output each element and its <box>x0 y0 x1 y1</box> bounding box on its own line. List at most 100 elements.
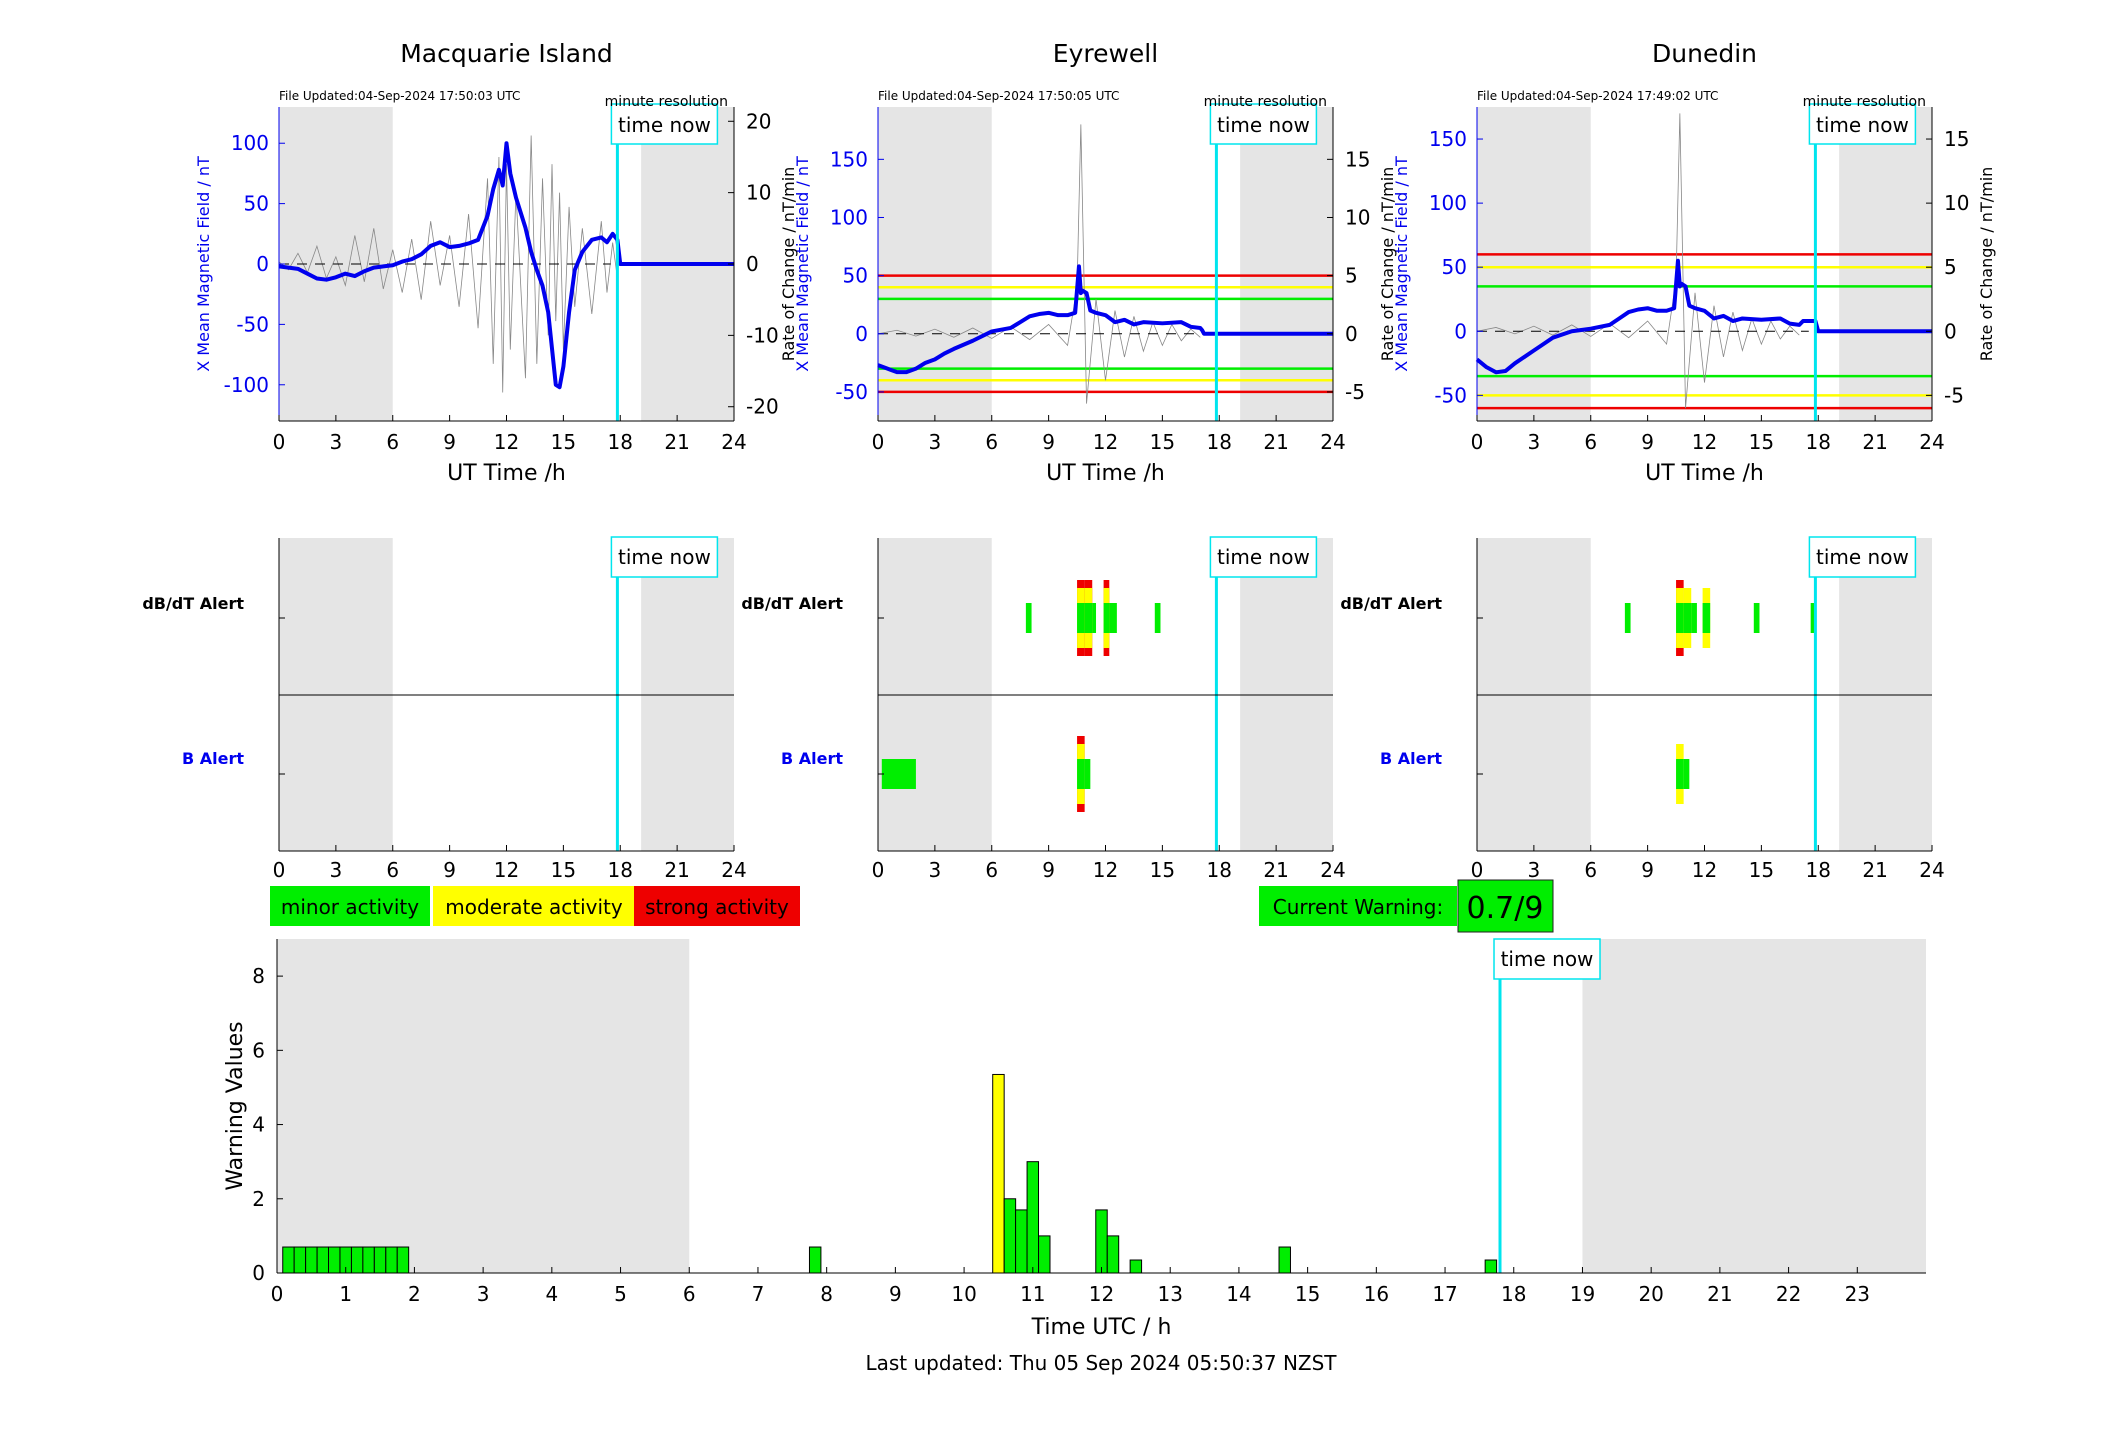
warning-bar <box>1026 1161 1040 1274</box>
warning-bar <box>1038 1235 1051 1274</box>
legend-swatch <box>270 886 430 926</box>
x-tick-label: 12 <box>1692 430 1717 454</box>
x-tick-label: 8 <box>820 1282 833 1306</box>
dbdt-alert-bar <box>1154 603 1161 633</box>
file-updated-label: File Updated:04-Sep-2024 17:50:03 UTC <box>279 89 520 103</box>
alert-panel-2: time now 0 3 6 9 12 15 18 21 24 dB/dT Alert B Alert <box>1340 536 1945 882</box>
time-now-box <box>1209 536 1318 578</box>
alert-panel-0: time now 0 3 6 9 12 15 18 21 24 dB/dT Alert B Alert <box>142 536 747 882</box>
y-tick-label: 2 <box>252 1187 265 1211</box>
dbdt-alert-label: dB/dT Alert <box>1340 594 1442 613</box>
x-tick-label: 17 <box>1432 1282 1457 1306</box>
x-tick-label: 15 <box>551 430 576 454</box>
y-tick-label: 50 <box>244 192 269 216</box>
y-tick-label: 50 <box>1442 255 1467 279</box>
warning-bar <box>808 1246 822 1274</box>
warning-bar <box>293 1246 307 1274</box>
y-tick-label: -50 <box>1434 383 1467 407</box>
warning-bar <box>1129 1259 1143 1274</box>
warning-bar <box>1015 1209 1028 1274</box>
warning-bar <box>1106 1235 1120 1274</box>
b-alert-bar <box>1077 759 1085 789</box>
dbdt-alert-label: dB/dT Alert <box>741 594 843 613</box>
current-warning-label: Current Warning: <box>1273 895 1443 919</box>
y-tick-label: -50 <box>835 380 868 404</box>
b-alert-label: B Alert <box>1380 749 1442 768</box>
y-right-tick-label: 0 <box>746 252 759 276</box>
current-warning-box <box>1259 886 1457 926</box>
x-tick-label: 18 <box>1806 430 1831 454</box>
x-tick-label: 6 <box>985 430 998 454</box>
x-tick-label: 18 <box>608 430 633 454</box>
y-right-axis-title: Rate of Change / nT/min <box>1977 167 1996 362</box>
time-now-box <box>1493 938 1601 980</box>
x-tick-label: 0 <box>273 430 286 454</box>
night-shading <box>1477 107 1591 421</box>
x-tick-label: 5 <box>614 1282 627 1306</box>
y-right-tick-label: -10 <box>746 323 779 347</box>
warning-bar <box>350 1246 364 1274</box>
warning-bar <box>992 1073 1005 1274</box>
time-now-box <box>1209 103 1318 145</box>
y-tick-label: 100 <box>1429 191 1467 215</box>
y-right-tick-label: 15 <box>1944 127 1969 151</box>
y-right-tick-label: 20 <box>746 109 771 133</box>
b-alert-bar <box>1683 759 1690 789</box>
x-tick-label: 3 <box>929 430 942 454</box>
alert-panel-1: time now 0 3 6 9 12 15 18 21 24 dB/dT Alert B Alert <box>741 536 1346 882</box>
y-tick-label: -50 <box>236 312 269 336</box>
time-now-label: time now <box>1217 545 1310 569</box>
dbdt-alert-bar <box>1624 603 1631 633</box>
warning-bar <box>373 1246 387 1274</box>
time-now-label: time now <box>1816 113 1909 137</box>
station-title: Dunedin <box>1652 39 1757 68</box>
y-tick-label: -100 <box>224 373 269 397</box>
x-tick-label: 0 <box>872 430 885 454</box>
warning-bar <box>1278 1246 1291 1274</box>
mean-field-line <box>877 264 1333 375</box>
night-shading <box>1839 107 1932 421</box>
b-alert-bar <box>1084 759 1091 789</box>
x-tick-label: 6 <box>386 430 399 454</box>
x-tick-label: 3 <box>477 1282 490 1306</box>
time-now-label: time now <box>618 113 711 137</box>
y-right-tick-label: -5 <box>1944 383 1964 407</box>
x-tick-label: 1 <box>339 1282 352 1306</box>
b-alert-bar <box>881 759 916 789</box>
b-alert-label: B Alert <box>781 749 843 768</box>
warning-bar <box>1003 1198 1017 1274</box>
y-right-tick-label: 5 <box>1345 264 1358 288</box>
x-tick-label: 18 <box>1806 858 1831 882</box>
y-tick-label: 50 <box>843 264 868 288</box>
station-title: Eyrewell <box>1053 39 1158 68</box>
time-now-box <box>610 536 719 578</box>
y-right-tick-label: 10 <box>1345 205 1370 229</box>
x-tick-label: 21 <box>1707 1282 1732 1306</box>
y-axis-title: X Mean Magnetic Field / nT <box>194 156 213 372</box>
dbdt-alert-bar <box>1676 603 1684 633</box>
minute-resolution-label: minute resolution <box>1204 94 1327 110</box>
warning-bar <box>305 1246 318 1274</box>
y-right-tick-label: 10 <box>746 181 771 205</box>
dbdt-alert-bar <box>1702 603 1711 633</box>
x-tick-label: 24 <box>1919 858 1944 882</box>
minute-resolution-label: minute resolution <box>1803 94 1926 110</box>
y-tick-label: 0 <box>252 1261 265 1285</box>
x-tick-label: 9 <box>1042 430 1055 454</box>
dbdt-alert-bar <box>1092 603 1097 633</box>
x-tick-label: 15 <box>1150 858 1175 882</box>
x-tick-label: 12 <box>1093 430 1118 454</box>
warning-bar <box>1095 1209 1108 1274</box>
x-tick-label: 21 <box>1263 430 1288 454</box>
x-tick-label: 18 <box>608 858 633 882</box>
x-tick-label: 9 <box>443 430 456 454</box>
x-tick-label: 14 <box>1226 1282 1251 1306</box>
x-tick-label: 21 <box>1263 858 1288 882</box>
legend-label: minor activity <box>281 895 419 919</box>
x-tick-label: 7 <box>752 1282 765 1306</box>
rate-of-change-line <box>278 135 618 393</box>
x-tick-label: 10 <box>951 1282 976 1306</box>
